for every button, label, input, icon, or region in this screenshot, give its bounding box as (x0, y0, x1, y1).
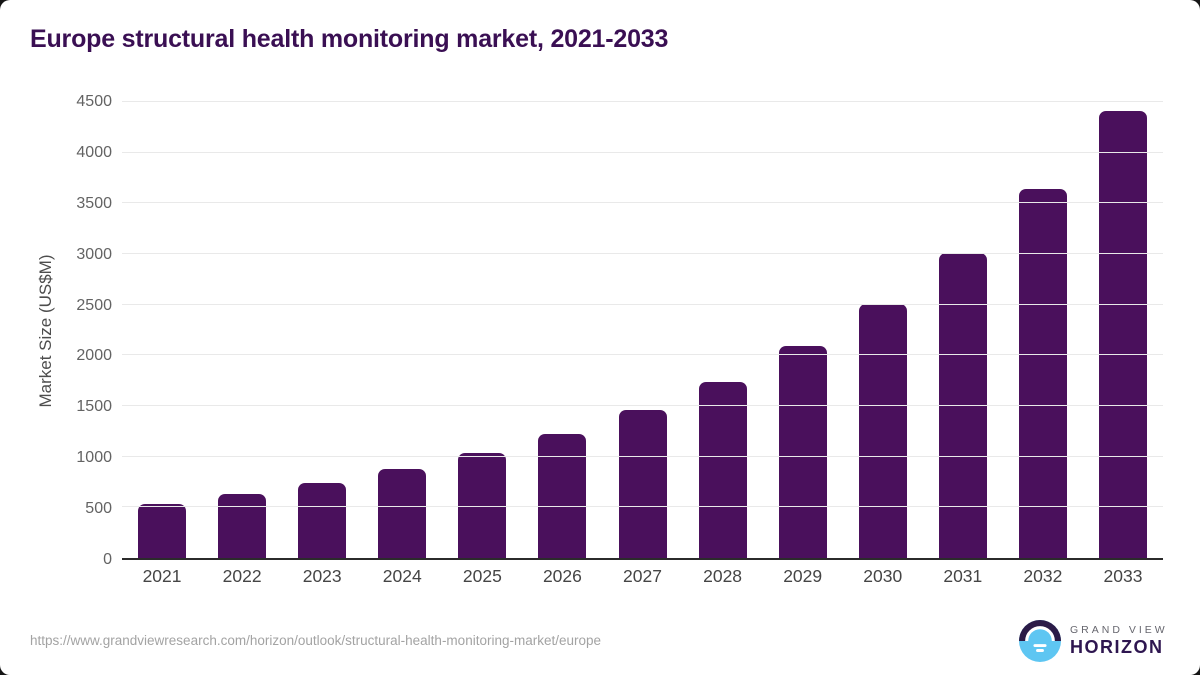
x-tick-label-2028: 2028 (703, 566, 743, 586)
bar-2028 (698, 381, 747, 558)
gridline-1500 (122, 405, 1163, 407)
plot-area (122, 101, 1163, 560)
y-tick-label-0: 0 (103, 551, 112, 568)
bar-2022 (218, 493, 267, 558)
x-slot-2022: 2022 (202, 566, 282, 587)
bar-slot-2023 (282, 102, 362, 558)
bar-slot-2030 (843, 102, 923, 558)
bar-slot-2021 (122, 102, 202, 558)
gridline-1000 (122, 455, 1163, 457)
bar-slot-2031 (923, 102, 1003, 558)
bars-row (122, 102, 1163, 558)
bar-2025 (458, 453, 507, 558)
x-slot-2025: 2025 (442, 566, 522, 587)
logo-brand-bottom: HORIZON (1070, 637, 1164, 657)
bar-2024 (378, 469, 427, 558)
x-axis-tick-labels: 2021 2022 2023 2024 2025 2026 2027 2028 2029 2030… (122, 566, 1163, 587)
x-slot-2027: 2027 (602, 566, 682, 587)
bar-slot-2029 (763, 102, 843, 558)
x-tick-label-2029: 2029 (783, 566, 823, 586)
bar-slot-2028 (683, 102, 763, 558)
y-tick-label-1500: 1500 (76, 398, 112, 416)
x-slot-2023: 2023 (282, 566, 362, 587)
x-tick-label-2022: 2022 (222, 566, 262, 586)
x-tick-label-2032: 2032 (1023, 566, 1063, 586)
bar-slot-2025 (442, 102, 522, 558)
x-slot-2024: 2024 (362, 566, 442, 587)
x-slot-2031: 2031 (923, 566, 1003, 587)
y-axis-tick-labels: 0 500 1000 1500 2000 2500 3000 3500 4000 4500 (0, 93, 112, 568)
bar-2030 (858, 303, 907, 558)
bar-2029 (778, 346, 827, 558)
x-slot-2033: 2033 (1083, 566, 1163, 587)
gridline-4500 (122, 101, 1163, 102)
x-tick-label-2033: 2033 (1103, 566, 1143, 586)
bar-slot-2026 (522, 102, 602, 558)
x-slot-2021: 2021 (122, 566, 202, 587)
gridline-2000 (122, 354, 1163, 356)
gridline-4000 (122, 151, 1163, 153)
x-tick-label-2021: 2021 (142, 566, 182, 586)
chart-title: Europe structural health monitoring mark… (30, 25, 669, 53)
bar-2033 (1098, 111, 1147, 558)
y-tick-label-1000: 1000 (76, 449, 112, 467)
y-tick-label-3000: 3000 (76, 245, 112, 263)
bar-slot-2032 (1003, 102, 1083, 558)
x-tick-label-2026: 2026 (542, 566, 582, 586)
sunrise-logo-icon (1019, 620, 1061, 662)
x-slot-2028: 2028 (683, 566, 763, 587)
bar-2027 (618, 409, 667, 558)
x-slot-2029: 2029 (763, 566, 843, 587)
bar-slot-2022 (202, 102, 282, 558)
x-slot-2030: 2030 (843, 566, 923, 587)
gridline-2500 (122, 303, 1163, 305)
y-tick-label-2000: 2000 (76, 347, 112, 365)
x-tick-label-2031: 2031 (943, 566, 983, 586)
bar-2032 (1018, 189, 1067, 558)
x-tick-label-2030: 2030 (863, 566, 903, 586)
source-url[interactable]: https://www.grandviewresearch.com/horizo… (30, 633, 602, 648)
gridline-3000 (122, 253, 1163, 255)
bar-slot-2024 (362, 102, 442, 558)
y-tick-label-3500: 3500 (76, 194, 112, 212)
x-tick-label-2025: 2025 (462, 566, 502, 586)
bar-slot-2027 (602, 102, 682, 558)
x-tick-label-2023: 2023 (302, 566, 342, 586)
logo-brand-top: GRAND VIEW (1070, 624, 1168, 636)
y-tick-label-4000: 4000 (76, 143, 112, 161)
x-slot-2032: 2032 (1003, 566, 1083, 587)
logo-text: GRAND VIEW HORIZON (1070, 624, 1168, 658)
x-tick-label-2027: 2027 (623, 566, 662, 586)
gridline-3500 (122, 202, 1163, 204)
gridline-500 (122, 506, 1163, 508)
x-slot-2026: 2026 (522, 566, 602, 587)
grand-view-horizon-logo[interactable]: GRAND VIEW HORIZON (1019, 620, 1168, 662)
x-tick-label-2024: 2024 (382, 566, 422, 586)
y-tick-label-500: 500 (85, 500, 112, 518)
bar-slot-2033 (1083, 102, 1163, 558)
bar-2023 (298, 482, 347, 558)
y-tick-label-2500: 2500 (76, 296, 112, 314)
bar-2026 (538, 434, 587, 558)
bar-2021 (138, 504, 187, 558)
y-tick-label-4500: 4500 (76, 93, 112, 110)
